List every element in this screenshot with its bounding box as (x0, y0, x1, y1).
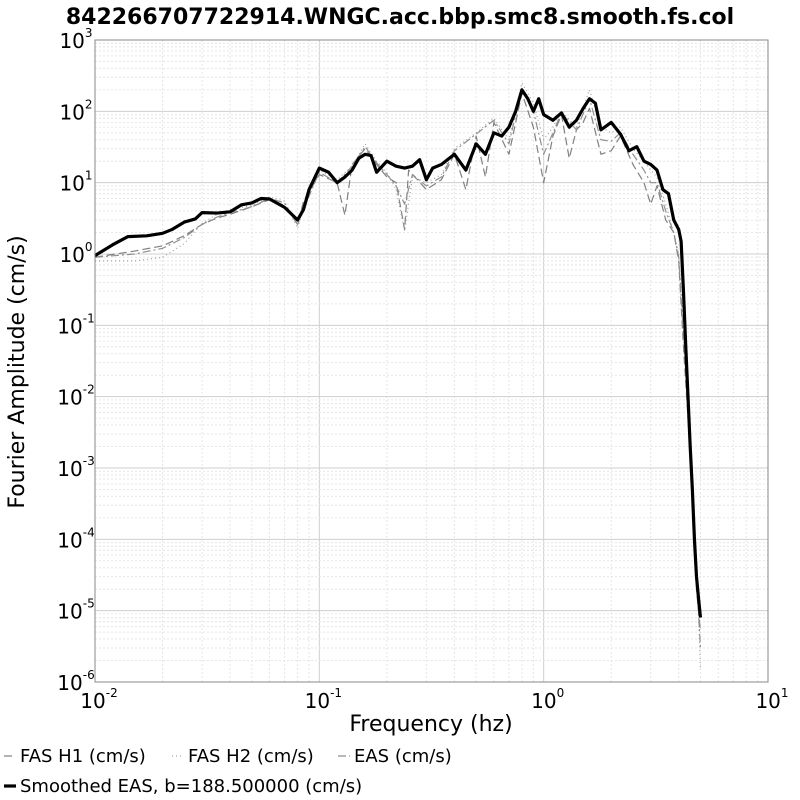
x-axis-label: Frequency (hz) (349, 712, 512, 737)
legend-label: FAS H1 (cm/s) (20, 746, 146, 767)
y-tick-label: 10-2 (57, 383, 94, 410)
y-tick-label: 101 (59, 169, 92, 196)
x-tick-label: 101 (755, 686, 788, 713)
y-tick-label: 10-1 (57, 311, 94, 338)
series-line-2 (95, 82, 702, 670)
legend-label: Smoothed EAS, b=188.500000 (cm/s) (20, 776, 362, 797)
x-tick-label: 10-1 (305, 686, 342, 713)
y-tick-label: 103 (59, 26, 92, 53)
plot-frame (94, 39, 769, 683)
x-tick-label: 10-2 (80, 686, 117, 713)
y-tick-label: 10-6 (57, 668, 94, 695)
series-group (94, 82, 703, 670)
y-tick-labels: 10-6 10-5 10-4 10-3 10-2 10-1 100 101 102 103 (57, 26, 94, 695)
legend-label: EAS (cm/s) (354, 746, 452, 767)
legend: FAS H1 (cm/s) FAS H2 (cm/s) EAS (cm/s) Smoo… (4, 746, 452, 797)
x-tick-labels: 10-2 10-1 100 101 (80, 686, 788, 713)
plot-area (95, 40, 768, 682)
y-tick-label: 10-5 (57, 597, 94, 624)
y-tick-label: 10-4 (57, 525, 94, 552)
y-tick-label: 100 (59, 240, 92, 267)
legend-label: FAS H2 (cm/s) (188, 746, 314, 767)
x-tick-label: 100 (531, 686, 564, 713)
y-axis-label: Fourier Amplitude (cm/s) (5, 235, 30, 508)
y-tick-label: 10-3 (57, 454, 94, 481)
series-line-4 (94, 88, 703, 618)
y-tick-label: 102 (59, 97, 92, 124)
chart-title: 842266707722914.WNGC.acc.bbp.smc8.smooth… (66, 5, 734, 30)
